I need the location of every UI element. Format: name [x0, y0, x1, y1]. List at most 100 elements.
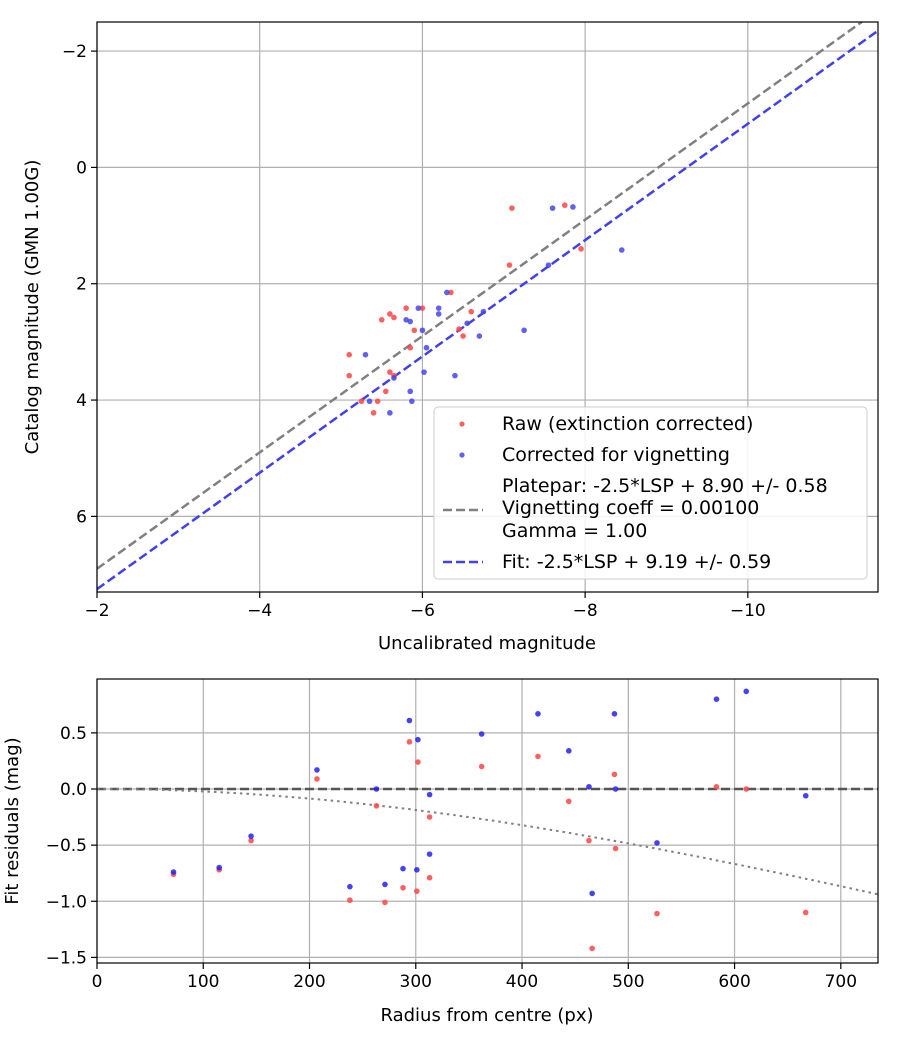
- top-raw-point: [383, 388, 389, 395]
- top-y-tick-label: 6: [76, 507, 87, 527]
- bot-corrected-point: [654, 840, 660, 846]
- top-fit-lines: [97, 22, 878, 591]
- bot-raw-point: [535, 753, 541, 760]
- bot-corrected-point: [406, 717, 413, 724]
- top-corrected-point: [407, 318, 414, 325]
- top-corrected-point: [419, 327, 426, 334]
- bot-corrected-point: [426, 791, 433, 798]
- top-corrected-point: [409, 398, 415, 405]
- legend-label-raw: Raw (extinction corrected): [502, 413, 753, 435]
- bot-corrected-point: [415, 736, 421, 743]
- top-raw-point: [460, 333, 466, 339]
- top-raw-point: [370, 410, 377, 416]
- bot-x-tick-label: 100: [187, 972, 219, 992]
- bot-raw-point: [743, 786, 750, 792]
- bot-corrected-point: [586, 783, 592, 790]
- bot-raw-point: [611, 771, 618, 778]
- top-raw-point: [419, 305, 426, 311]
- bot-raw-point: [589, 945, 595, 952]
- bot-corrected-point: [216, 864, 222, 871]
- bot-corrected-point: [347, 883, 353, 890]
- bot-corrected-point: [611, 710, 618, 717]
- bot-y-tick-label: 0.0: [60, 780, 87, 800]
- bot-raw-point: [415, 759, 421, 765]
- bot-raw-point: [586, 837, 592, 844]
- bot-corrected-point: [565, 748, 572, 754]
- top-x-axis-label: Uncalibrated magnitude: [378, 633, 596, 654]
- top-x-tick-label: −10: [730, 601, 766, 621]
- bot-raw-point: [382, 899, 388, 906]
- bottom-plot-frame: [96, 678, 879, 964]
- legend-label-vignetting: Vignetting coeff = 0.00100: [502, 497, 759, 519]
- top-raw-point: [411, 327, 418, 334]
- top-corrected-point: [387, 410, 393, 416]
- top-raw-point: [391, 314, 397, 321]
- bot-x-tick-label: 700: [825, 972, 857, 992]
- bot-raw-point: [426, 814, 433, 820]
- bottom-x-axis-label: Radius from centre (px): [380, 1005, 593, 1026]
- bot-corrected-point: [535, 710, 541, 717]
- top-x-tick-label: −8: [573, 601, 598, 621]
- top-corrected-point: [444, 289, 450, 296]
- top-y-tick-label: −2: [62, 42, 87, 62]
- top-raw-point: [374, 398, 381, 405]
- top-x-tick-label: −2: [84, 601, 109, 621]
- top-raw-point: [578, 246, 584, 252]
- bot-x-tick-label: 400: [506, 972, 538, 992]
- top-raw-point: [358, 398, 365, 405]
- bot-corrected-point: [478, 731, 485, 737]
- bot-corrected-point: [414, 867, 420, 873]
- top-y-tick-label: 4: [76, 391, 87, 411]
- bot-x-tick-label: 500: [612, 972, 644, 992]
- bot-raw-point: [314, 776, 320, 782]
- bot-raw-point: [400, 884, 406, 891]
- bot-corrected-point: [170, 869, 177, 875]
- bot-corrected-point: [314, 767, 320, 773]
- bot-raw-point: [654, 910, 660, 917]
- legend-marker-corrected: [459, 452, 465, 458]
- top-axis-ticks: −2 −4 −6 −8 −10 −2 0 2 4 6: [62, 42, 766, 621]
- top-corrected-point: [480, 308, 487, 315]
- bot-x-tick-label: 600: [718, 972, 750, 992]
- top-y-axis-label: Catalog magnitude (GMN 1.00G): [22, 160, 43, 455]
- bot-y-tick-label: −0.5: [46, 836, 87, 856]
- top-platepar-line: [97, 22, 864, 570]
- legend-label-gamma: Gamma = 1.00: [502, 520, 647, 542]
- bot-raw-point: [347, 897, 353, 903]
- bottom-chart: 0 100 200 300 400 500 600 700 −1.5 −1.0 −0.5 0.0 0.5…: [2, 678, 879, 1026]
- bot-raw-point: [612, 845, 619, 852]
- top-raw-point: [509, 205, 515, 211]
- top-corrected-point: [570, 204, 576, 210]
- top-corrected-point: [421, 369, 427, 375]
- bot-vignetting-curve: [97, 788, 878, 896]
- top-raw-point: [346, 351, 352, 358]
- top-corrected-point: [366, 398, 373, 405]
- top-legend: Raw (extinction corrected) Corrected for…: [433, 406, 868, 580]
- top-corrected-point: [464, 320, 470, 327]
- top-raw-point: [506, 262, 513, 268]
- top-raw-point: [468, 308, 475, 315]
- bot-x-tick-label: 200: [293, 972, 325, 992]
- top-raw-point: [403, 305, 409, 311]
- top-corrected-point: [545, 262, 552, 268]
- bottom-scatter-points: [170, 688, 809, 952]
- bot-corrected-point: [248, 833, 254, 839]
- bot-y-tick-label: −1.0: [46, 892, 87, 912]
- top-corrected-point: [407, 388, 414, 395]
- top-raw-point: [561, 202, 568, 209]
- bot-raw-point: [478, 763, 485, 770]
- top-corrected-point: [415, 305, 422, 311]
- bot-corrected-point: [713, 696, 720, 703]
- top-corrected-point: [452, 372, 458, 379]
- top-raw-point: [407, 344, 414, 351]
- top-corrected-point: [435, 311, 442, 317]
- bot-corrected-point: [589, 890, 595, 897]
- bot-y-tick-label: −1.5: [46, 948, 87, 968]
- bot-corrected-point: [612, 786, 619, 792]
- top-corrected-point: [521, 327, 527, 334]
- bot-raw-point: [565, 798, 572, 805]
- top-x-tick-label: −4: [247, 601, 272, 621]
- top-chart: −2 −4 −6 −8 −10 −2 0 2 4 6 Uncalibrated magnitude…: [22, 21, 879, 654]
- legend-label-platepar: Platepar: -2.5*LSP + 8.90 +/- 0.58: [502, 475, 828, 497]
